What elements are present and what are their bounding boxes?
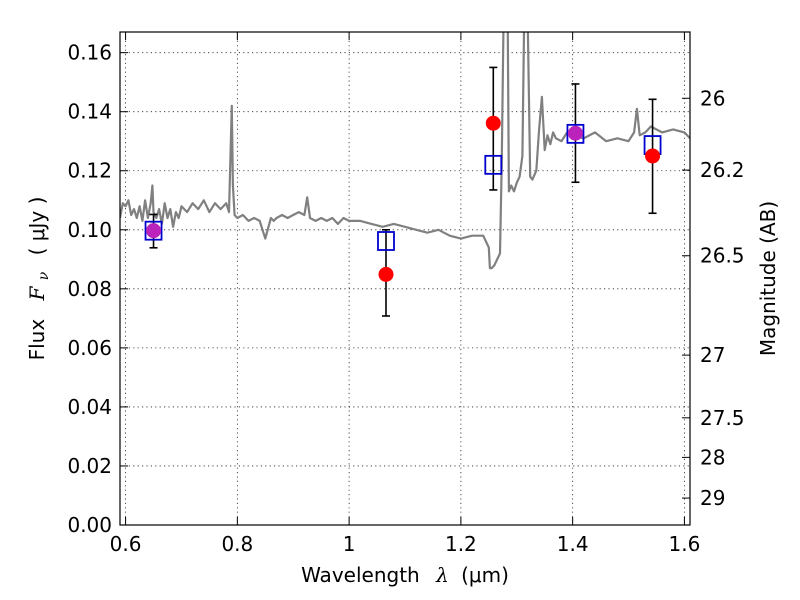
model-point xyxy=(377,231,395,251)
x-tick-label: 1.4 xyxy=(557,532,589,556)
y-tick-label: 0.02 xyxy=(67,454,112,478)
observed-point xyxy=(146,223,162,239)
y2-tick-label: 29 xyxy=(700,486,725,510)
y2-tick-label: 26.2 xyxy=(700,158,745,182)
observed-point xyxy=(567,125,583,141)
x-axis-title-unit: (μm) xyxy=(461,563,509,587)
x-tick-label: 1 xyxy=(343,532,356,556)
y-axis-title-unit: ( μJy ) xyxy=(25,197,49,256)
y-axis-title: Flux F ν ( μJy ) xyxy=(25,197,53,361)
y-tick-label: 0.00 xyxy=(67,513,112,537)
markers xyxy=(144,66,662,317)
y-tick-label: 0.04 xyxy=(67,395,112,419)
observed-point xyxy=(645,148,661,164)
model-point xyxy=(566,123,585,144)
y2-tick-label: 27 xyxy=(700,343,725,367)
y-tick-label: 0.10 xyxy=(67,218,112,242)
y-tick-label: 0.16 xyxy=(67,41,112,65)
plot-area xyxy=(120,32,690,270)
model-point xyxy=(484,154,503,175)
x-axis-title-symbol: λ xyxy=(435,563,449,587)
y2-tick-label: 26.5 xyxy=(700,244,745,268)
spectrum-line xyxy=(120,32,690,270)
y2-axis-title: Magnitude (AB) xyxy=(756,201,780,356)
observed-point xyxy=(378,266,394,282)
y-tick-label: 0.12 xyxy=(67,159,112,183)
y-axis-title-symbol: F xyxy=(25,285,49,301)
y2-tick-label: 28 xyxy=(700,445,725,469)
observed-point xyxy=(485,115,501,131)
x-tick-label: 1.6 xyxy=(669,532,701,556)
y-tick-label: 0.06 xyxy=(67,336,112,360)
ticks xyxy=(120,32,690,526)
y-axis-title-subscript: ν xyxy=(36,271,52,280)
x-tick-label: 0.6 xyxy=(110,532,142,556)
model-point xyxy=(144,220,163,241)
x-tick-label: 1.2 xyxy=(445,532,477,556)
y-axis-title-text: Flux xyxy=(25,319,49,361)
plot-frame xyxy=(119,31,691,526)
x-axis-title-text: Wavelength xyxy=(301,563,420,587)
grid xyxy=(120,32,690,526)
y2-tick-label: 26 xyxy=(700,86,725,110)
x-tick-label: 0.8 xyxy=(221,532,253,556)
y-tick-label: 0.08 xyxy=(67,277,112,301)
y-tick-label: 0.14 xyxy=(67,100,112,124)
y2-tick-label: 27.5 xyxy=(700,406,745,430)
x-axis-title: Wavelength λ (μm) xyxy=(301,563,509,587)
tick-labels: 0.6 0.8 1 1.2 1.4 1.6 0.00 0.02 0.04 0.06 0.08 0.10… xyxy=(67,41,744,556)
